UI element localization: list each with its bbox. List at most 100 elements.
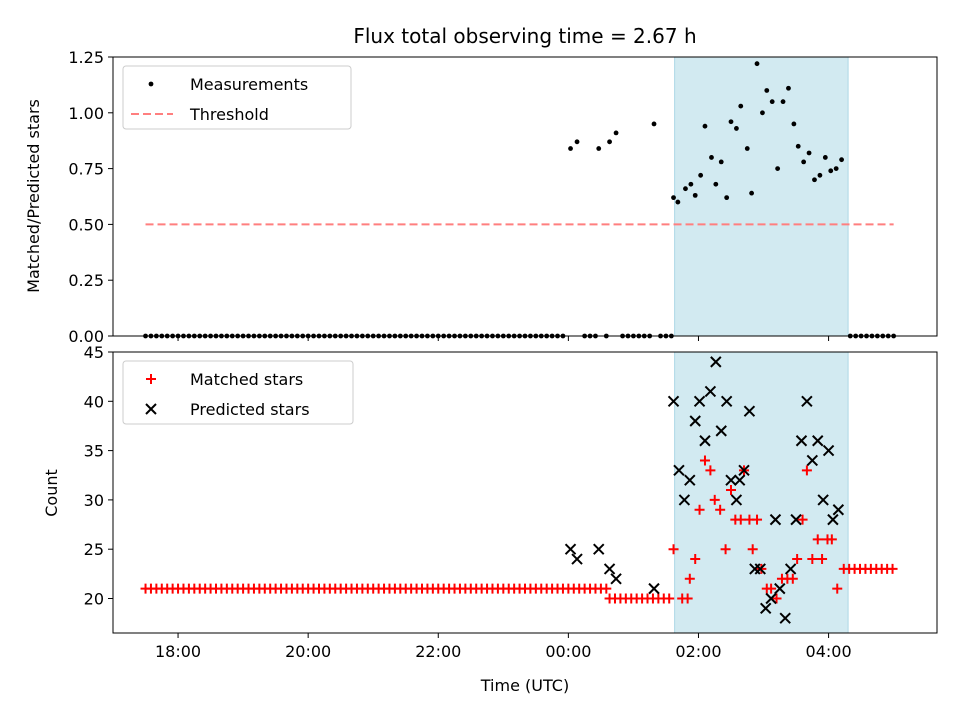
- data-point: [682, 593, 693, 604]
- data-point: [779, 612, 791, 624]
- data-point: [747, 544, 758, 555]
- data-point: [725, 474, 737, 486]
- data-point: [678, 494, 691, 506]
- data-point: [688, 181, 694, 187]
- bottom-panel: 20 25 30 35 40 45 18:00 20:00 22:00 00:00 02:00 04:…: [84, 343, 938, 661]
- data-point: [673, 464, 685, 477]
- data-point: [684, 573, 695, 584]
- data-point: [709, 494, 720, 505]
- data-point: [692, 192, 698, 198]
- data-point: [826, 534, 837, 545]
- data-point: [603, 563, 616, 575]
- data-point: [795, 143, 801, 149]
- axes-frame: [112, 351, 938, 634]
- data-point: [651, 121, 657, 127]
- data-point: [698, 172, 704, 178]
- top-panel: 0.00 0.25 0.50 0.75 1.00 1.25 Measurements Thre…: [68, 48, 938, 346]
- data-point: [613, 130, 619, 136]
- data-point: [718, 159, 724, 165]
- data-point: [715, 425, 727, 437]
- data-point: [752, 514, 763, 525]
- data-point: [671, 195, 676, 201]
- data-point: [693, 395, 706, 408]
- y-tick-label: 30: [84, 491, 104, 510]
- y-tick-label: 0.50: [68, 215, 104, 234]
- data-point: [730, 494, 743, 506]
- x-axis-label: Time (UTC): [480, 676, 569, 695]
- legend-marker: [145, 403, 157, 415]
- data-point: [601, 583, 612, 594]
- data-point: [774, 582, 786, 595]
- data-point: [812, 534, 823, 545]
- data-point: [817, 554, 828, 565]
- legend: Matched stars Predicted stars: [122, 360, 354, 425]
- data-point: [807, 554, 818, 565]
- data-point: [806, 150, 812, 156]
- data-point: [720, 395, 733, 408]
- data-point: [792, 554, 803, 565]
- data-point: [822, 444, 835, 457]
- legend-label: Measurements: [190, 75, 308, 94]
- data-point: [780, 99, 786, 105]
- data-point: [705, 465, 716, 476]
- y-tick-label: 1.00: [68, 104, 104, 123]
- data-point: [710, 356, 722, 368]
- data-point: [610, 573, 622, 585]
- x-tick-label: 18:00: [155, 642, 201, 661]
- data-point: [817, 494, 829, 506]
- data-point: [787, 573, 798, 584]
- y-tick-label: 20: [84, 589, 104, 608]
- data-point: [715, 504, 726, 515]
- legend-marker: [148, 81, 154, 87]
- data-point: [784, 563, 797, 575]
- data-point: [765, 592, 777, 605]
- data-point: [709, 155, 714, 160]
- legend-box: [122, 65, 352, 130]
- data-point: [887, 563, 898, 574]
- data-point: [690, 554, 701, 565]
- data-point: [607, 139, 612, 145]
- data-point: [806, 454, 819, 467]
- x-tick-label: 22:00: [415, 642, 461, 661]
- data-point: [839, 157, 844, 163]
- x-tick-label: 20:00: [285, 642, 331, 661]
- data-point: [795, 435, 808, 447]
- y-tick-label: 35: [84, 442, 104, 461]
- data-point: [724, 195, 730, 201]
- data-point: [571, 553, 583, 565]
- legend-box: [122, 360, 354, 425]
- data-point: [801, 159, 807, 165]
- data-point: [668, 544, 679, 555]
- x-tick-label: 00:00: [545, 642, 591, 661]
- data-point: [790, 513, 802, 526]
- series-predicted-stars: [564, 356, 845, 624]
- y-tick-label: 45: [84, 343, 104, 362]
- data-point: [684, 474, 696, 486]
- data-point: [766, 583, 777, 594]
- y-tick-label: 40: [84, 392, 104, 411]
- legend-marker: [146, 374, 156, 384]
- data-point: [833, 166, 839, 172]
- data-point: [817, 172, 823, 178]
- series-matched-stars: [140, 455, 898, 604]
- data-point: [797, 514, 808, 525]
- data-point: [832, 583, 843, 594]
- shaded-span: [674, 351, 849, 634]
- axes-frame: [112, 56, 938, 337]
- legend-label: Predicted stars: [190, 400, 310, 419]
- shaded-span: [674, 56, 849, 337]
- data-point: [827, 513, 839, 526]
- data-point: [775, 166, 781, 172]
- data-point: [749, 190, 754, 196]
- data-point: [713, 181, 719, 187]
- data-point: [738, 464, 750, 477]
- data-point: [832, 504, 845, 516]
- y-tick-label: 0.75: [68, 160, 104, 179]
- data-point: [720, 544, 731, 555]
- data-point: [801, 465, 812, 476]
- data-point: [596, 146, 602, 151]
- data-point: [822, 155, 828, 160]
- data-point: [683, 186, 688, 192]
